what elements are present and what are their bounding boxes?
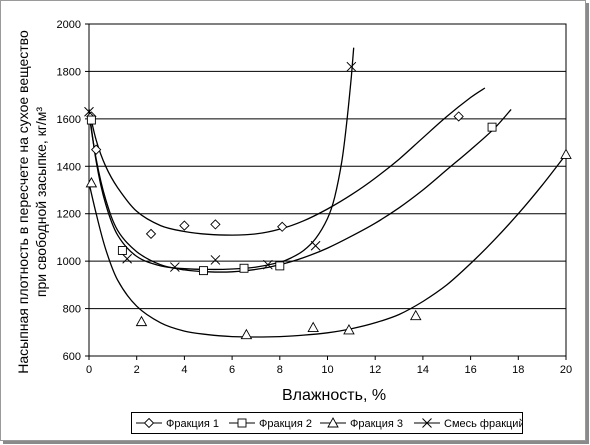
tick-label-y: 1600	[57, 114, 81, 126]
data-point-series-3-3	[240, 328, 253, 340]
tick-label-y: 1200	[57, 209, 81, 221]
data-point-series-2-4	[239, 263, 249, 273]
y-axis-label: Насыпная плотность в пересчете на сухое …	[15, 30, 49, 374]
data-point-series-4-3-stroke-b	[170, 262, 180, 272]
tick-label-x: 0	[86, 364, 92, 376]
data-point-series-2-2	[117, 246, 127, 255]
y-axis-label-line-1: Насыпная плотность в пересчете на сухое …	[15, 30, 31, 374]
data-point-series-3-4	[307, 321, 319, 332]
data-points	[84, 61, 572, 340]
fit-curve-series-4	[88, 47, 355, 271]
data-point-series-2-6	[487, 122, 497, 132]
legend-label-series-3: Фракция 3	[350, 418, 403, 430]
tick-label-y: 800	[63, 304, 81, 316]
data-point-series-4-4-stroke-b	[210, 255, 221, 265]
y-axis-label-line-2: при свободной засыпке, кг/м³	[33, 107, 49, 297]
tick-label-y: 2000	[57, 19, 81, 31]
data-point-series-4-7	[346, 61, 357, 72]
legend-label-series-4: Смесь фракций	[444, 418, 522, 430]
fit-curve-series-1	[88, 87, 486, 236]
data-point-series-4-2	[122, 253, 133, 264]
data-point-series-4-7-stroke-b	[346, 61, 357, 72]
x-axis-label: Влажность, %	[282, 387, 386, 404]
data-point-series-2-1	[86, 115, 96, 125]
legend-entries: Фракция 1 Фракция 2 Фракция 3 Смесь фракций	[136, 417, 525, 430]
fit-curves	[88, 47, 567, 338]
data-point-series-4-4	[210, 255, 221, 265]
axes	[85, 23, 567, 360]
data-point-series-1-2	[91, 144, 102, 155]
grid-lines	[89, 23, 566, 357]
data-point-series-4-6-stroke-b	[310, 240, 321, 251]
data-point-series-1-5	[210, 219, 221, 230]
data-point-series-4-1-stroke-b	[84, 106, 94, 117]
tick-label-x: 8	[277, 364, 283, 376]
tick-label-x: 20	[560, 364, 572, 376]
data-point-series-4-6	[310, 240, 321, 251]
tick-label-y: 1400	[57, 161, 81, 173]
legend: Фракция 1 Фракция 2 Фракция 3 Смесь фракций	[131, 412, 525, 434]
tick-label-y: 1000	[57, 256, 81, 268]
legend-label-series-1: Фракция 1	[166, 418, 219, 430]
tick-label-x: 14	[417, 364, 429, 376]
data-point-series-3-5	[343, 323, 355, 335]
tick-label-x: 12	[369, 364, 381, 376]
legend-marker-series-2	[237, 418, 247, 428]
tick-label-x: 16	[464, 364, 476, 376]
data-point-series-3-6	[409, 309, 422, 321]
legend-marker-series-3	[327, 417, 339, 428]
legend-label-series-2: Фракция 2	[259, 418, 312, 430]
data-point-series-1-3	[145, 228, 157, 240]
data-point-series-2-5	[275, 261, 285, 271]
tick-labels: 600 800 1000 1200 1400 1600 1800 2000 0 2 4 6 8 10 12 1…	[57, 19, 573, 376]
tick-label-x: 2	[134, 364, 140, 376]
data-point-series-1-7	[453, 111, 464, 122]
data-point-series-2-3	[199, 266, 208, 276]
tick-label-x: 4	[181, 364, 187, 376]
data-point-series-3-2	[135, 315, 148, 327]
data-point-series-4-5-stroke-b	[263, 259, 273, 270]
fit-curve-series-2	[88, 108, 512, 273]
legend-marker-series-1	[143, 417, 155, 429]
data-point-series-1-6	[277, 221, 288, 232]
data-point-series-4-1	[84, 106, 94, 117]
legend-marker-series-4-stroke-b	[422, 418, 432, 428]
data-point-series-4-3	[170, 262, 180, 272]
tick-label-y: 600	[63, 351, 81, 363]
plot-area-border	[88, 23, 567, 357]
data-point-series-1-4	[179, 220, 190, 231]
data-point-series-4-5	[263, 259, 273, 270]
legend-marker-series-4	[422, 418, 432, 428]
tick-label-x: 6	[229, 364, 235, 376]
tick-label-y: 1800	[57, 66, 81, 78]
data-point-series-4-2-stroke-b	[122, 253, 133, 264]
tick-label-x: 18	[512, 364, 524, 376]
fit-curve-series-3	[88, 154, 567, 338]
data-point-series-3-7	[560, 148, 572, 159]
tick-label-x: 10	[321, 364, 333, 376]
data-point-series-3-1	[85, 176, 98, 188]
